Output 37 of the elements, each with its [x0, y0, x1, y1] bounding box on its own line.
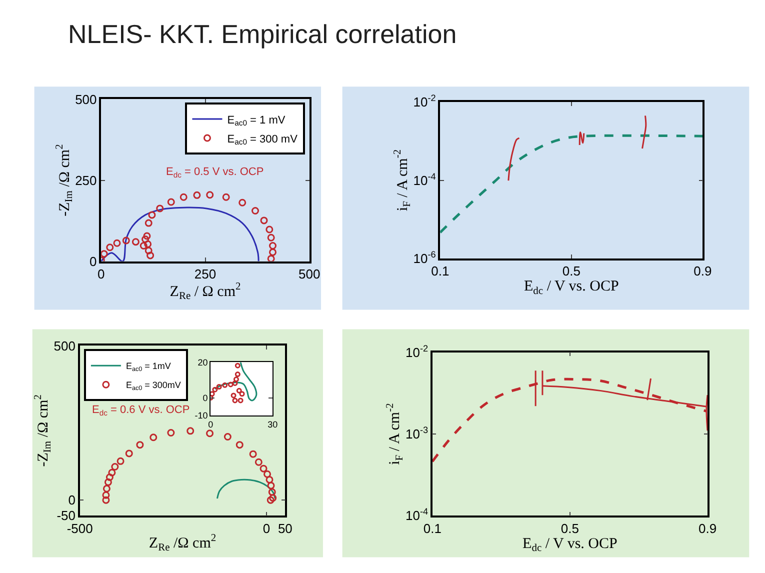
y-tick-label: 10$^{-2}$ — [406, 344, 428, 360]
y-tick-label: 0 — [68, 492, 76, 508]
x-tick-label: 0.5 — [560, 520, 580, 536]
y-tick-label: 10$^{-3}$ — [406, 425, 428, 442]
y-tick-label: 0 — [202, 392, 208, 403]
y-tick-label: -10 — [194, 410, 208, 421]
x-axis-title: Z$_{Re}$ / Ω cm$^{2}$ — [170, 282, 241, 302]
legend-label: E$_{ac0}$ = 300 mV — [227, 133, 298, 147]
x-tick-label: 0.9 — [694, 264, 712, 279]
x-axis-title: E$_{dc}$ / V vs. OCP — [524, 278, 619, 297]
x-axis-title: E$_{dc}$ / V vs. OCP — [522, 536, 618, 554]
x-tick-label: 0.9 — [698, 520, 717, 536]
y-tick-label: 20 — [198, 357, 208, 368]
y-tick-label: 10$^{-6}$ — [413, 249, 436, 266]
legend-label: E$_{ac0}$ = 300mV — [126, 380, 181, 392]
chart-title: NLEIS- KKT. Empirical correlation — [68, 19, 457, 49]
y-tick-label: 500 — [75, 92, 97, 107]
x-tick-label: 50 — [278, 520, 292, 536]
y-tick-label: 250 — [75, 172, 97, 188]
y-tick-label: 10$^{-2}$ — [413, 93, 436, 110]
x-tick-label: 0 — [262, 520, 270, 536]
y-tick-label: -50 — [56, 508, 76, 524]
x-tick-label: 30 — [268, 419, 278, 430]
x-tick-label: 0.1 — [423, 520, 442, 536]
y-tick-label: 10$^{-4}$ — [413, 171, 436, 188]
annotation: E$_{dc}$ = 0.6 V vs. OCP — [92, 404, 190, 418]
x-tick-label: -500 — [66, 520, 93, 536]
x-tick-label: 500 — [298, 266, 320, 282]
annotation: E$_{dc}$ = 0.5 V vs. OCP — [166, 166, 264, 180]
x-axis-title: Z$_{Re}$ /Ω cm$^{2}$ — [148, 533, 216, 554]
x-tick-label: 0.1 — [431, 264, 450, 279]
x-tick-label: 0.5 — [562, 264, 580, 279]
y-tick-label: 0 — [90, 254, 97, 269]
legend-label: E$_{ac0}$ = 1mV — [126, 361, 171, 373]
legend-label: E$_{ac0}$ = 1 mV — [227, 114, 286, 128]
y-tick-label: 500 — [54, 338, 76, 354]
y-tick-label: 10$^{-4}$ — [406, 506, 428, 524]
